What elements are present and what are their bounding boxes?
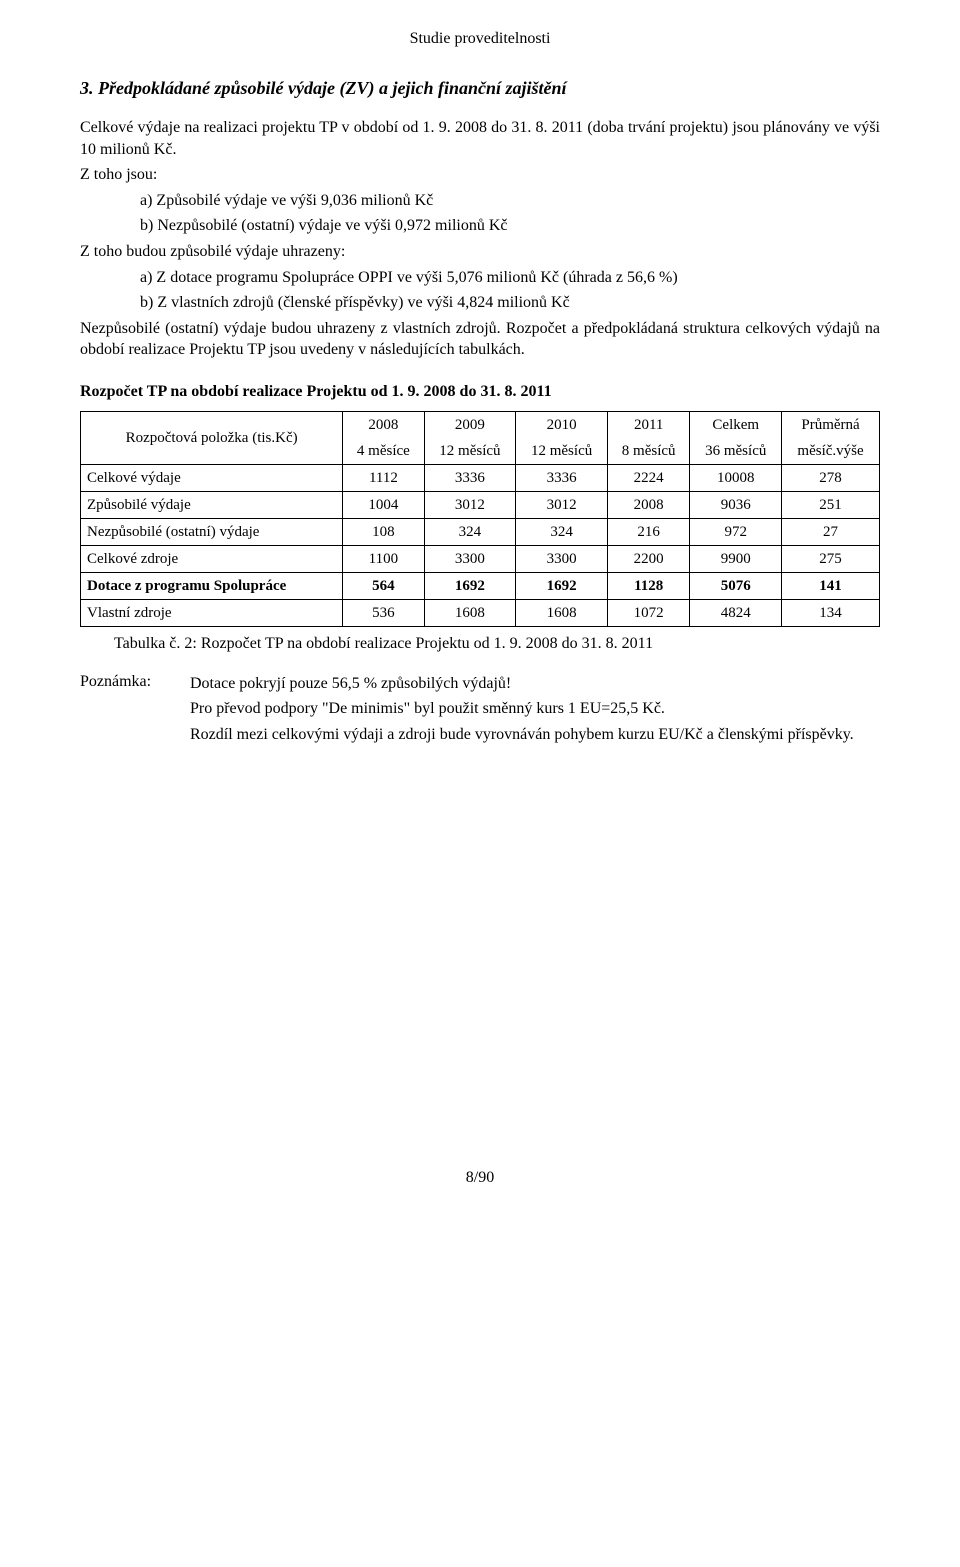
cell-value: 1112 — [343, 464, 424, 491]
cell-value: 9900 — [690, 545, 782, 572]
col-header-line2: 12 měsíců — [424, 438, 516, 465]
list-item: a) Z dotace programu Spolupráce OPPI ve … — [80, 267, 880, 289]
cell-value: 278 — [782, 464, 880, 491]
cell-value: 108 — [343, 518, 424, 545]
col-header-line2: 4 měsíce — [343, 438, 424, 465]
cell-value: 3012 — [516, 491, 608, 518]
cell-value: 2224 — [607, 464, 689, 491]
col-header-line1: Průměrná — [782, 411, 880, 438]
col-header-line1: 2008 — [343, 411, 424, 438]
col-header-line2: 8 měsíců — [607, 438, 689, 465]
col-header-line1: Celkem — [690, 411, 782, 438]
cell-value: 324 — [424, 518, 516, 545]
cell-value: 27 — [782, 518, 880, 545]
list-item: b) Z vlastních zdrojů (členské příspěvky… — [80, 292, 880, 314]
cell-value: 1692 — [516, 572, 608, 599]
table-rowhead: Rozpočtová položka (tis.Kč) — [81, 411, 343, 464]
table-row: Celkové zdroje11003300330022009900275 — [81, 545, 880, 572]
cell-value: 5076 — [690, 572, 782, 599]
note-line: Pro převod podpory "De minimis" byl použ… — [190, 698, 854, 720]
col-header-line1: 2009 — [424, 411, 516, 438]
cell-value: 3300 — [516, 545, 608, 572]
list-item: b) Nezpůsobilé (ostatní) výdaje ve výši … — [80, 215, 880, 237]
cell-value: 3012 — [424, 491, 516, 518]
cell-value: 1128 — [607, 572, 689, 599]
col-header-line2: 12 měsíců — [516, 438, 608, 465]
table-row: Dotace z programu Spolupráce564169216921… — [81, 572, 880, 599]
table-row: Vlastní zdroje5361608160810724824134 — [81, 599, 880, 626]
cell-value: 1692 — [424, 572, 516, 599]
cell-value: 1004 — [343, 491, 424, 518]
cell-value: 1608 — [516, 599, 608, 626]
section-title: 3. Předpokládané způsobilé výdaje (ZV) a… — [80, 78, 880, 99]
paragraph: Nezpůsobilé (ostatní) výdaje budou uhraz… — [80, 318, 880, 361]
page: Studie proveditelnosti 3. Předpokládané … — [0, 0, 960, 1237]
row-label: Celkové výdaje — [81, 464, 343, 491]
col-header-line2: měsíč.výše — [782, 438, 880, 465]
cell-value: 275 — [782, 545, 880, 572]
cell-value: 10008 — [690, 464, 782, 491]
table-head: Rozpočtová položka (tis.Kč) 2008 2009 20… — [81, 411, 880, 464]
table-row: Způsobilé výdaje10043012301220089036251 — [81, 491, 880, 518]
note-block: Poznámka: Dotace pokryjí pouze 56,5 % zp… — [80, 673, 880, 750]
doc-header: Studie proveditelnosti — [80, 30, 880, 48]
row-label: Vlastní zdroje — [81, 599, 343, 626]
row-label: Způsobilé výdaje — [81, 491, 343, 518]
note-line: Rozdíl mezi celkovými výdaji a zdroji bu… — [190, 724, 854, 746]
cell-value: 972 — [690, 518, 782, 545]
cell-value: 536 — [343, 599, 424, 626]
note-body: Dotace pokryjí pouze 56,5 % způsobilých … — [190, 673, 854, 750]
col-header-line1: 2010 — [516, 411, 608, 438]
cell-value: 3336 — [516, 464, 608, 491]
subsection-title: Rozpočet TP na období realizace Projektu… — [80, 383, 880, 401]
note-label: Poznámka: — [80, 673, 190, 750]
cell-value: 3300 — [424, 545, 516, 572]
col-header-line2: 36 měsíců — [690, 438, 782, 465]
cell-value: 251 — [782, 491, 880, 518]
cell-value: 1608 — [424, 599, 516, 626]
col-header-line1: 2011 — [607, 411, 689, 438]
row-label: Celkové zdroje — [81, 545, 343, 572]
cell-value: 134 — [782, 599, 880, 626]
cell-value: 2200 — [607, 545, 689, 572]
cell-value: 4824 — [690, 599, 782, 626]
table-body: Celkové výdaje111233363336222410008278Zp… — [81, 464, 880, 626]
cell-value: 216 — [607, 518, 689, 545]
paragraph: Celkové výdaje na realizaci projektu TP … — [80, 117, 880, 160]
cell-value: 1100 — [343, 545, 424, 572]
cell-value: 1072 — [607, 599, 689, 626]
table-row: Celkové výdaje111233363336222410008278 — [81, 464, 880, 491]
cell-value: 2008 — [607, 491, 689, 518]
cell-value: 564 — [343, 572, 424, 599]
cell-value: 3336 — [424, 464, 516, 491]
paragraph: Z toho jsou: — [80, 164, 880, 186]
note-line: Dotace pokryjí pouze 56,5 % způsobilých … — [190, 673, 854, 695]
paragraph: Z toho budou způsobilé výdaje uhrazeny: — [80, 241, 880, 263]
page-number: 8/90 — [80, 1169, 880, 1187]
row-label: Nezpůsobilé (ostatní) výdaje — [81, 518, 343, 545]
cell-value: 141 — [782, 572, 880, 599]
budget-table: Rozpočtová položka (tis.Kč) 2008 2009 20… — [80, 411, 880, 627]
cell-value: 9036 — [690, 491, 782, 518]
row-label: Dotace z programu Spolupráce — [81, 572, 343, 599]
table-caption: Tabulka č. 2: Rozpočet TP na období real… — [114, 633, 880, 655]
list-item: a) Způsobilé výdaje ve výši 9,036 milion… — [80, 190, 880, 212]
cell-value: 324 — [516, 518, 608, 545]
table-row: Nezpůsobilé (ostatní) výdaje108324324216… — [81, 518, 880, 545]
